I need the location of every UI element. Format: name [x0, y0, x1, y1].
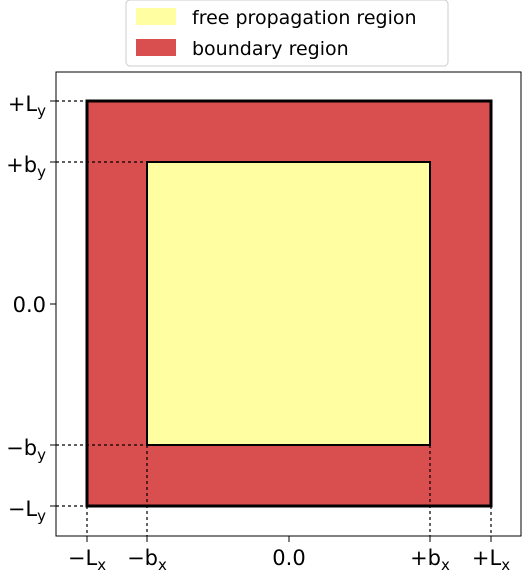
y-tick-label-minus-ly: −Ly	[8, 497, 46, 525]
y-tick-label-sub: y	[37, 446, 46, 464]
tick-marks	[50, 100, 492, 542]
x-tick-label-base: 0.0	[272, 546, 305, 570]
y-tick-label-minus-by: −by	[6, 436, 46, 464]
guide-lines	[56, 100, 492, 536]
x-tick-label-zero: 0.0	[272, 546, 305, 570]
x-tick-label-base: −b	[127, 546, 158, 570]
x-tick-label-plus-bx: +bx	[410, 546, 450, 573]
legend-swatch-boundary	[136, 39, 176, 56]
y-tick-label-sub: y	[37, 163, 46, 181]
x-tick-label-minus-bx: −bx	[127, 546, 167, 573]
y-tick-label-base: 0.0	[13, 293, 46, 317]
y-tick-label-sub: y	[37, 507, 46, 525]
x-tick-label-sub: x	[97, 556, 106, 573]
x-tick-label-base: +L	[472, 546, 502, 570]
x-tick-label-sub: x	[158, 556, 167, 573]
y-tick-label-base: +L	[8, 92, 38, 116]
y-tick-label-base: −L	[8, 497, 38, 521]
legend-label-boundary: boundary region	[192, 38, 349, 60]
y-tick-label-base: −b	[6, 436, 37, 460]
y-tick-label-base: +b	[6, 153, 37, 177]
free-propagation-region	[146, 161, 431, 446]
y-tick-label-plus-ly: +Ly	[8, 92, 46, 120]
x-tick-label-minus-lx: −Lx	[68, 546, 106, 573]
legend-swatch-free	[136, 8, 176, 25]
x-tick-label-plus-lx: +Lx	[472, 546, 510, 573]
legend: free propagation region boundary region	[125, 0, 449, 67]
legend-label-free: free propagation region	[192, 7, 417, 29]
x-tick-label-base: −L	[68, 546, 98, 570]
x-tick-label-sub: x	[441, 556, 450, 573]
y-tick-label-sub: y	[37, 102, 46, 120]
x-tick-label-sub: x	[501, 556, 510, 573]
legend-frame	[125, 0, 449, 67]
x-tick-label-base: +b	[410, 546, 441, 570]
y-tick-label-plus-by: +by	[6, 153, 46, 181]
y-tick-label-zero: 0.0	[13, 293, 46, 317]
